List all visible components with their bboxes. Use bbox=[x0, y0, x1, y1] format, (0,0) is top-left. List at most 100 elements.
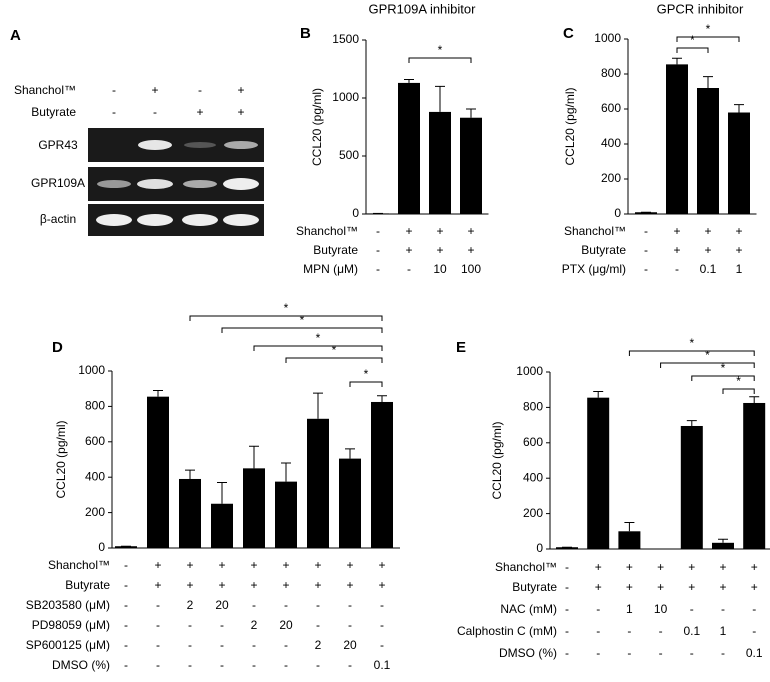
significance-label: * bbox=[705, 348, 710, 362]
treatment-mark: + bbox=[237, 83, 244, 97]
treatment-mark: - bbox=[752, 602, 756, 616]
treatment-label: PTX (μg/ml) bbox=[562, 262, 626, 276]
significance-label: * bbox=[690, 33, 695, 47]
treatment-mark: - bbox=[627, 646, 631, 660]
significance-bracket bbox=[722, 388, 755, 394]
panel-letter: E bbox=[456, 339, 466, 356]
treatment-label: DMSO (%) bbox=[52, 658, 110, 672]
significance-label: * bbox=[300, 313, 305, 327]
significance-label: * bbox=[736, 374, 741, 388]
bar bbox=[556, 547, 578, 549]
treatment-mark: + bbox=[186, 558, 193, 572]
bar bbox=[115, 546, 137, 548]
significance-label: * bbox=[332, 343, 337, 357]
treatment-mark: - bbox=[644, 243, 648, 257]
significance-bracket bbox=[628, 350, 755, 356]
treatment-label: Butyrate bbox=[31, 105, 76, 119]
treatment-mark: - bbox=[627, 624, 631, 638]
gel-band bbox=[97, 180, 131, 188]
error-bar bbox=[749, 396, 760, 403]
y-axis-label: CCL20 (pg/ml) bbox=[310, 88, 324, 166]
error-bar bbox=[217, 482, 227, 504]
treatment-mark: + bbox=[673, 243, 680, 257]
treatment-mark: + bbox=[595, 560, 602, 574]
y-tick-label: 800 bbox=[523, 400, 543, 414]
treatment-mark: - bbox=[156, 638, 160, 652]
treatment-mark: + bbox=[688, 560, 695, 574]
treatment-mark: + bbox=[378, 558, 385, 572]
treatment-mark: 1 bbox=[626, 602, 633, 616]
treatment-mark: - bbox=[252, 598, 256, 612]
bar bbox=[666, 64, 688, 214]
treatment-mark: - bbox=[112, 105, 116, 119]
treatment-mark: - bbox=[316, 598, 320, 612]
treatment-mark: - bbox=[188, 638, 192, 652]
y-tick-label: 600 bbox=[85, 434, 105, 448]
treatment-mark: - bbox=[644, 224, 648, 238]
treatment-mark: - bbox=[675, 262, 679, 276]
significance-label: * bbox=[721, 361, 726, 375]
treatment-mark: - bbox=[252, 638, 256, 652]
error-bar bbox=[624, 521, 635, 532]
treatment-mark: - bbox=[124, 638, 128, 652]
y-tick-label: 600 bbox=[523, 435, 543, 449]
treatment-mark: 10 bbox=[433, 262, 447, 276]
treatment-label: Butyrate bbox=[512, 580, 557, 594]
treatment-label: Butyrate bbox=[65, 578, 110, 592]
error-bar bbox=[249, 445, 259, 469]
treatment-mark: - bbox=[316, 658, 320, 672]
treatment-mark: - bbox=[124, 658, 128, 672]
y-tick-label: 600 bbox=[601, 101, 621, 115]
treatment-mark: 20 bbox=[343, 638, 357, 652]
gel-band bbox=[223, 214, 259, 226]
gel-band bbox=[182, 214, 218, 226]
bar bbox=[339, 458, 361, 548]
bar bbox=[728, 112, 750, 214]
gel-band bbox=[137, 179, 173, 189]
treatment-mark: - bbox=[124, 558, 128, 572]
treatment-label: Shanchol™ bbox=[495, 560, 557, 574]
treatment-mark: + bbox=[405, 224, 412, 238]
error-bar bbox=[466, 108, 476, 118]
treatment-mark: - bbox=[596, 646, 600, 660]
y-axis-label: CCL20 (pg/ml) bbox=[563, 87, 577, 165]
significance-bracket bbox=[253, 345, 383, 351]
bar bbox=[398, 82, 420, 214]
bar bbox=[179, 478, 201, 548]
treatment-label: DMSO (%) bbox=[499, 646, 557, 660]
error-bar bbox=[377, 395, 387, 402]
treatment-mark: + bbox=[186, 578, 193, 592]
significance-label: * bbox=[438, 43, 443, 57]
y-tick-label: 800 bbox=[85, 399, 105, 413]
error-bar bbox=[435, 85, 445, 112]
treatment-mark: - bbox=[380, 598, 384, 612]
treatment-mark: - bbox=[284, 658, 288, 672]
gel-band bbox=[223, 178, 259, 190]
treatment-mark: - bbox=[690, 646, 694, 660]
treatment-mark: - bbox=[188, 658, 192, 672]
error-bar bbox=[718, 538, 728, 543]
treatment-mark: - bbox=[659, 624, 663, 638]
treatment-mark: + bbox=[346, 558, 353, 572]
treatment-mark: + bbox=[218, 578, 225, 592]
significance-bracket bbox=[676, 36, 740, 42]
treatment-mark: - bbox=[721, 602, 725, 616]
treatment-mark: 0.1 bbox=[700, 262, 717, 276]
significance-label: * bbox=[364, 367, 369, 381]
treatment-mark: 20 bbox=[215, 598, 229, 612]
treatment-mark: + bbox=[282, 578, 289, 592]
treatment-mark: 0.1 bbox=[683, 624, 700, 638]
treatment-mark: + bbox=[467, 243, 474, 257]
significance-bracket bbox=[676, 47, 709, 53]
treatment-mark: + bbox=[154, 558, 161, 572]
treatment-mark: + bbox=[250, 578, 257, 592]
band-label: GPR109A bbox=[31, 176, 85, 190]
y-tick-label: 1000 bbox=[594, 31, 621, 45]
bar bbox=[429, 111, 451, 214]
panel-letter: B bbox=[300, 25, 311, 42]
y-tick-label: 500 bbox=[339, 148, 359, 162]
treatment-mark: - bbox=[376, 243, 380, 257]
treatment-label: Shanchol™ bbox=[48, 558, 110, 572]
treatment-mark: + bbox=[314, 558, 321, 572]
